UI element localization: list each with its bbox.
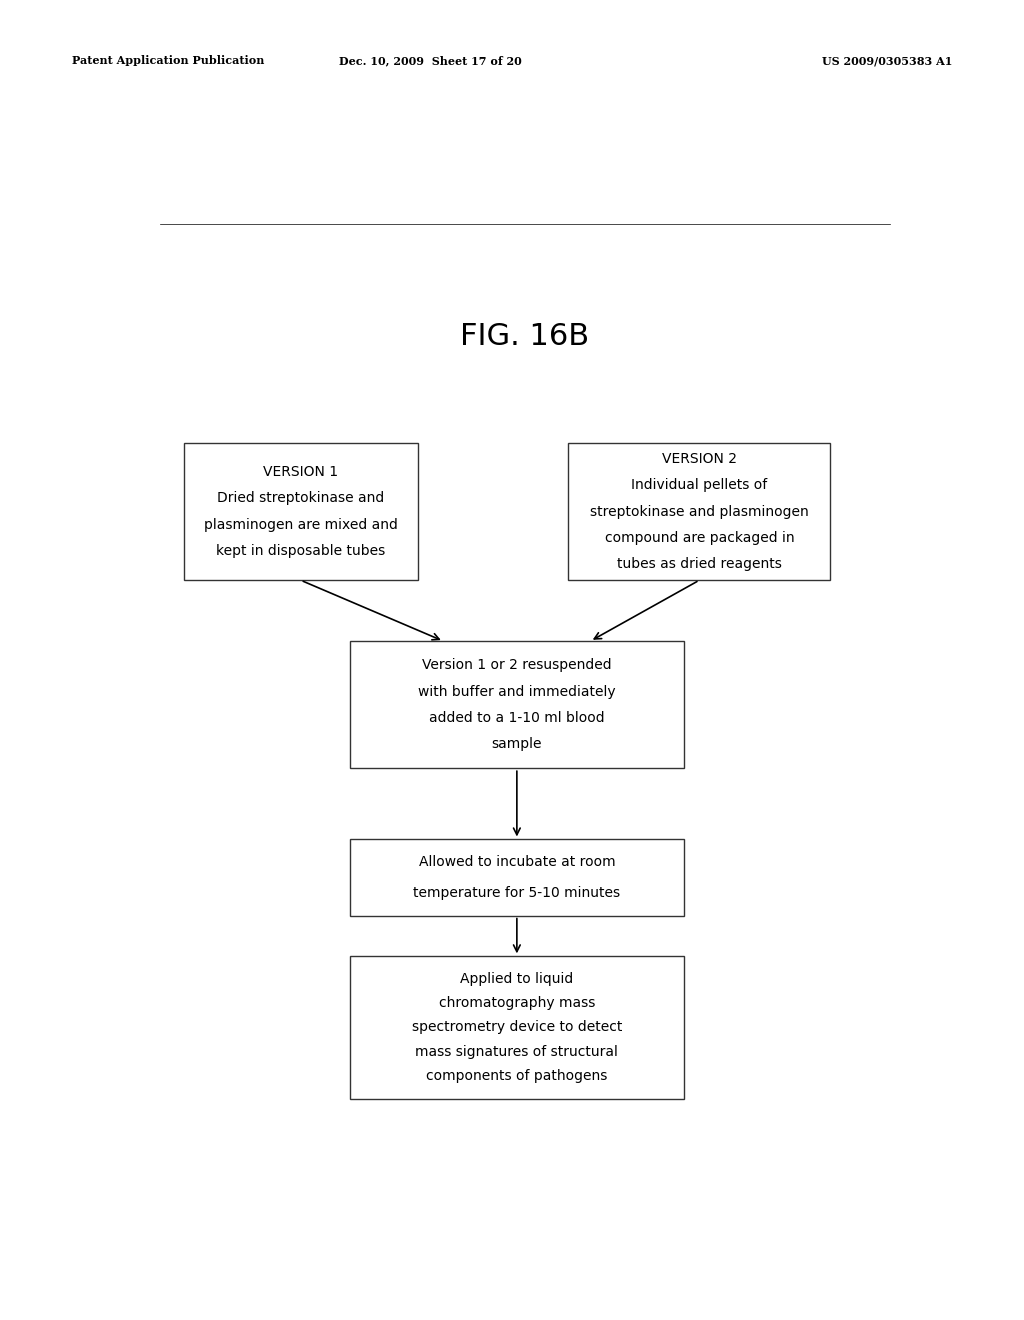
Text: added to a 1-10 ml blood: added to a 1-10 ml blood (429, 711, 605, 725)
Text: Patent Application Publication: Patent Application Publication (72, 55, 264, 66)
Text: FIG. 16B: FIG. 16B (460, 322, 590, 351)
FancyBboxPatch shape (350, 642, 684, 768)
Text: mass signatures of structural: mass signatures of structural (416, 1045, 618, 1059)
Text: plasminogen are mixed and: plasminogen are mixed and (204, 517, 397, 532)
Text: with buffer and immediately: with buffer and immediately (418, 685, 615, 698)
Text: tubes as dried reagents: tubes as dried reagents (616, 557, 782, 572)
Text: Dec. 10, 2009  Sheet 17 of 20: Dec. 10, 2009 Sheet 17 of 20 (339, 55, 521, 66)
Text: VERSION 2: VERSION 2 (662, 451, 737, 466)
FancyBboxPatch shape (350, 956, 684, 1098)
Text: components of pathogens: components of pathogens (426, 1069, 607, 1084)
Text: Applied to liquid: Applied to liquid (460, 972, 573, 986)
FancyBboxPatch shape (568, 444, 830, 581)
Text: US 2009/0305383 A1: US 2009/0305383 A1 (822, 55, 952, 66)
FancyBboxPatch shape (350, 840, 684, 916)
Text: chromatography mass: chromatography mass (438, 997, 595, 1010)
Text: spectrometry device to detect: spectrometry device to detect (412, 1020, 622, 1035)
Text: Allowed to incubate at room: Allowed to incubate at room (419, 855, 615, 870)
Text: Dried streptokinase and: Dried streptokinase and (217, 491, 384, 506)
FancyBboxPatch shape (183, 444, 418, 581)
Text: Version 1 or 2 resuspended: Version 1 or 2 resuspended (422, 659, 611, 672)
Text: Individual pellets of: Individual pellets of (631, 478, 768, 492)
Text: sample: sample (492, 738, 542, 751)
Text: streptokinase and plasminogen: streptokinase and plasminogen (590, 504, 809, 519)
Text: VERSION 1: VERSION 1 (263, 465, 338, 479)
Text: temperature for 5-10 minutes: temperature for 5-10 minutes (414, 886, 621, 900)
Text: kept in disposable tubes: kept in disposable tubes (216, 544, 385, 558)
Text: compound are packaged in: compound are packaged in (604, 531, 795, 545)
